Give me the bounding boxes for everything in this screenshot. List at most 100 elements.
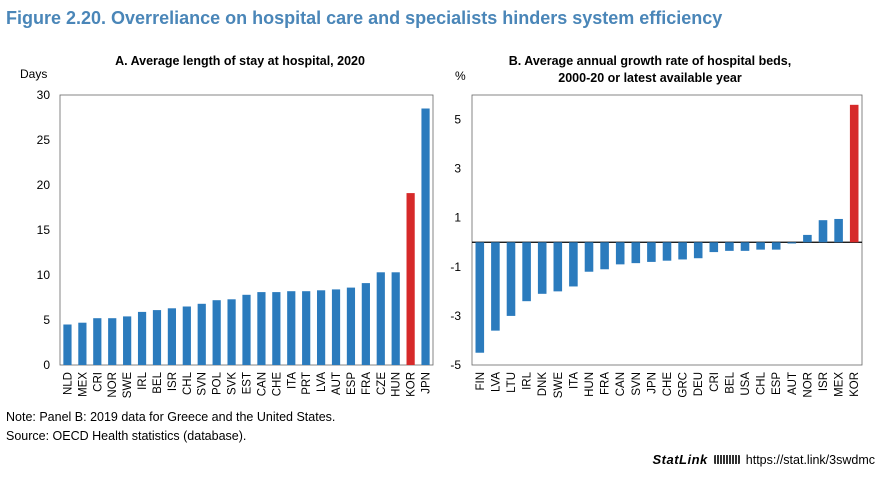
x-tick-label: MEX — [834, 372, 846, 397]
bar-swe — [123, 316, 132, 365]
statlink[interactable]: StatLink https://stat.link/3swdmc — [652, 452, 875, 467]
bar-cri — [93, 318, 102, 365]
x-tick-label: MEX — [77, 372, 89, 397]
y-tick-label: 30 — [37, 88, 51, 102]
x-tick-label: LTU — [506, 372, 518, 393]
bar-nld — [63, 324, 72, 365]
panel-b-chart: -5 -3 -1 1 3 5% FIN LVA LTU IRL DNK SWE ITA HUN FRA CAN… — [450, 69, 863, 399]
bar-fra — [600, 242, 609, 270]
x-tick-label: FRA — [600, 372, 612, 395]
x-tick-label: CHE — [662, 372, 674, 397]
bar-esp — [346, 287, 356, 365]
x-tick-label: HUN — [584, 372, 596, 397]
x-tick-label: SVN — [631, 372, 643, 396]
bar-bel — [725, 242, 734, 251]
x-tick-label: CHL — [756, 371, 768, 395]
x-tick-label: SWE — [122, 372, 134, 399]
x-tick-label: ISR — [818, 372, 830, 391]
x-tick-label: EST — [242, 372, 254, 394]
bar-svk — [227, 299, 236, 365]
bar-can — [257, 292, 266, 365]
bar-chl — [756, 242, 765, 250]
bar-irl — [522, 242, 531, 302]
bar-irl — [137, 311, 147, 365]
x-tick-label: IRL — [522, 371, 534, 390]
y-tick-label: -5 — [450, 358, 461, 372]
bar-bel — [152, 310, 162, 365]
bar-cze — [376, 272, 385, 365]
x-tick-label: AUT — [331, 372, 343, 395]
panel-a-chart: 0 5 10 15 20 25 30 Days NLD MEX CRI NOR SWE IRL BEL ISR… — [20, 67, 434, 399]
x-tick-label: SVK — [227, 372, 239, 395]
x-tick-label: USA — [740, 372, 752, 396]
x-tick-label: CZE — [376, 372, 388, 395]
note-text: Note: Panel B: 2019 data for Greece and … — [6, 410, 336, 424]
y-tick-label: -1 — [450, 260, 461, 274]
bar-grc — [678, 242, 687, 260]
bar-chl — [182, 306, 191, 365]
bar-can — [615, 242, 625, 265]
y-tick-label: 25 — [37, 133, 51, 147]
x-tick-label: NLD — [62, 372, 74, 395]
bar-lva — [316, 290, 326, 365]
bar-svn — [197, 303, 206, 365]
x-tick-label: ISR — [167, 372, 179, 391]
bar-hun — [391, 272, 400, 365]
x-tick-label: CAN — [256, 372, 268, 396]
x-tick-label: KOR — [849, 372, 861, 397]
bar-est — [242, 294, 251, 365]
y-tick-label: 20 — [37, 178, 51, 192]
x-tick-label: GRC — [678, 372, 690, 398]
x-tick-label: BEL — [724, 371, 736, 393]
bar-aut — [331, 289, 341, 365]
x-tick-label: ESP — [771, 372, 783, 395]
x-tick-label: NOR — [802, 372, 814, 398]
bar-kor — [406, 193, 415, 365]
bar-jpn — [647, 242, 656, 262]
bar-esp — [771, 242, 781, 250]
bar-mex — [78, 322, 87, 365]
x-tick-label: SWE — [553, 372, 565, 399]
bar-nor — [803, 234, 812, 243]
x-tick-label: KOR — [406, 372, 418, 397]
x-tick-label: CHL — [182, 371, 194, 395]
bar-fin — [475, 242, 485, 353]
figure-title: Figure 2.20. Overreliance on hospital ca… — [6, 8, 723, 28]
bar-che — [272, 292, 281, 365]
x-tick-label: PRT — [301, 372, 313, 395]
x-tick-label: CRI — [92, 372, 104, 392]
y-axis-label: % — [455, 69, 466, 83]
bar-fra — [361, 283, 370, 365]
bar-pol — [212, 300, 221, 365]
bar-isr — [818, 220, 828, 243]
bar-prt — [302, 291, 311, 365]
bar-ita — [569, 242, 578, 287]
bar-cri — [709, 242, 719, 253]
panel-b-title: B. Average annual growth rate of hospita… — [508, 54, 792, 85]
y-tick-label: 10 — [37, 268, 51, 282]
x-tick-label: JPN — [421, 372, 433, 394]
x-tick-label: AUT — [787, 372, 799, 395]
statlink-barcode-icon — [713, 455, 740, 464]
bar-che — [662, 242, 672, 261]
y-axis-label: Days — [20, 67, 47, 81]
x-tick-label: JPN — [646, 372, 658, 394]
statlink-url[interactable]: https://stat.link/3swdmc — [745, 452, 875, 467]
bar-lva — [491, 242, 500, 331]
x-tick-label: CRI — [709, 372, 721, 392]
bar-svn — [631, 242, 641, 264]
x-tick-label: DNK — [537, 372, 549, 397]
x-tick-label: ITA — [568, 372, 580, 389]
y-tick-label: 5 — [43, 313, 50, 327]
x-tick-label: HUN — [391, 372, 403, 397]
x-tick-label: SVN — [197, 372, 209, 396]
x-tick-label: LVA — [316, 372, 328, 392]
bar-ltu — [506, 242, 516, 316]
panel-a-title: A. Average length of stay at hospital, 2… — [115, 54, 365, 68]
x-tick-label: FRA — [361, 372, 373, 395]
bar-usa — [740, 242, 750, 251]
y-tick-label: 3 — [454, 162, 461, 176]
x-tick-label: POL — [212, 371, 224, 395]
bar-kor — [849, 104, 859, 243]
x-tick-label: IRL — [137, 371, 149, 390]
